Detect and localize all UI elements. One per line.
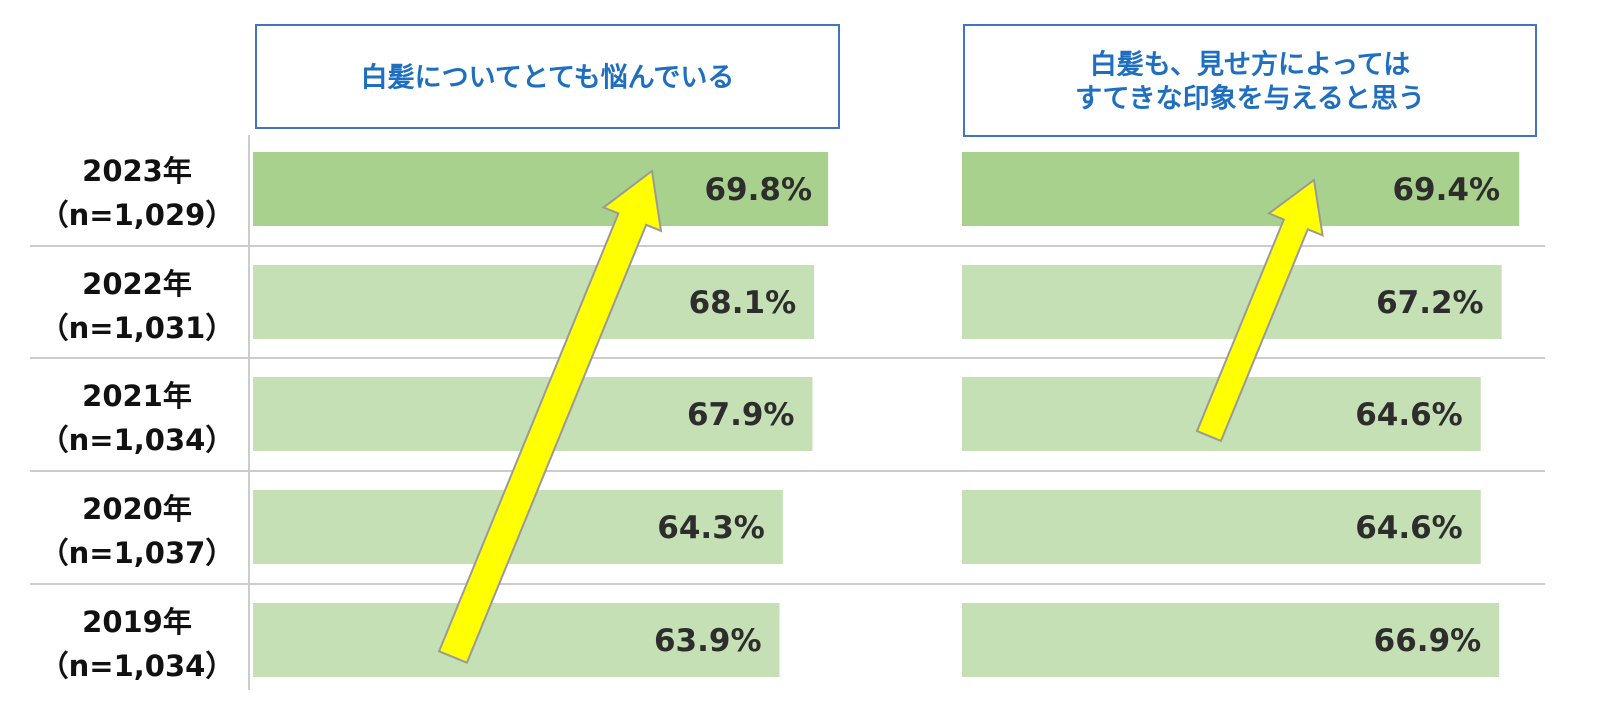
row-label-n: （n=1,029）: [40, 198, 235, 232]
row-label-year: 2021年: [82, 379, 192, 413]
panel-header-text: 白髪についてとても悩んでいる: [361, 62, 735, 94]
row-label-year: 2023年: [82, 154, 192, 188]
trend-arrow-left: [437, 169, 663, 665]
value-label: 64.6%: [1355, 510, 1463, 546]
bar: [962, 152, 1520, 226]
bar: [962, 603, 1500, 677]
panel-header-text: すてきな印象を与えると思う: [1075, 83, 1425, 115]
value-label: 64.3%: [657, 510, 765, 546]
value-label: 63.9%: [654, 623, 762, 659]
trend-arrows: [437, 169, 1324, 665]
bar: [962, 265, 1502, 339]
panel-header-text: 白髪も、見せ方によっては: [1090, 49, 1411, 81]
trend-arrow-right: [1195, 178, 1324, 443]
bar: [253, 603, 780, 677]
row-label-year: 2020年: [82, 492, 192, 526]
bars: [253, 152, 1520, 677]
value-label: 67.9%: [687, 397, 795, 433]
value-label: 69.8%: [704, 172, 812, 208]
value-label: 66.9%: [1374, 623, 1482, 659]
value-label: 68.1%: [689, 285, 797, 321]
row-label-n: （n=1,037）: [40, 536, 235, 570]
row-label-year: 2019年: [82, 605, 192, 639]
value-label: 67.2%: [1376, 285, 1484, 321]
value-label: 69.4%: [1392, 172, 1500, 208]
value-labels: 69.8% 68.1% 67.9% 64.3% 63.9% 69.4% 67.2% 64.6%…: [654, 172, 1500, 659]
row-label-n: （n=1,034）: [40, 423, 235, 457]
bar: [962, 490, 1481, 564]
row-label-n: （n=1,031）: [40, 311, 235, 345]
panel-header-box: [963, 24, 1537, 137]
bar: [253, 265, 815, 339]
panel-header-box: [255, 24, 840, 129]
bar: [253, 152, 829, 226]
value-label: 64.6%: [1355, 397, 1463, 433]
row-labels: 2023年 （n=1,029） 2022年 （n=1,031） 2021年 （n=1,03…: [40, 154, 235, 683]
row-label-year: 2022年: [82, 267, 192, 301]
row-label-n: （n=1,034）: [40, 649, 235, 683]
